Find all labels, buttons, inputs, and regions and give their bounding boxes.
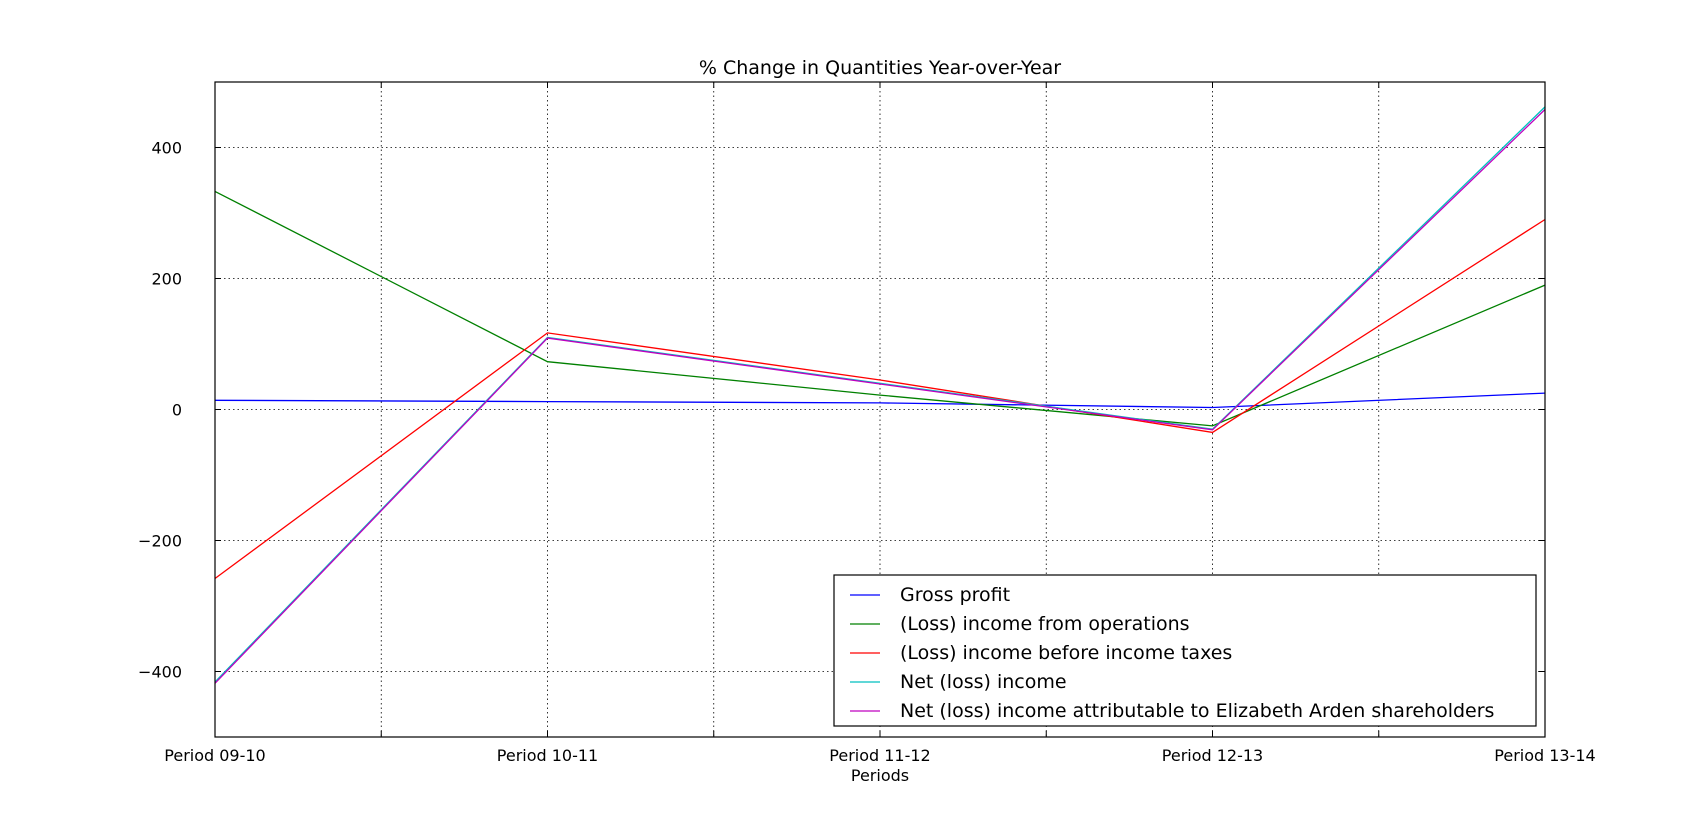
series-lines — [214, 106, 1546, 684]
series-line — [214, 190, 1546, 427]
x-tick-label: Period 11-12 — [829, 746, 930, 765]
legend-label: Net (loss) income attributable to Elizab… — [900, 700, 1494, 722]
x-axis-label: Periods — [851, 766, 909, 785]
axis-ticks: Period 09-10 Period 10-11 Period 11-12 Peri… — [138, 82, 1596, 765]
y-tick-label: 400 — [151, 139, 182, 158]
x-tick-label: Period 13-14 — [1494, 746, 1595, 765]
y-tick-label: 0 — [172, 401, 182, 420]
y-tick-label: 200 — [151, 270, 182, 289]
series-line — [214, 392, 1546, 409]
x-tick-label: Period 12-13 — [1162, 746, 1263, 765]
legend-label: (Loss) income from operations — [900, 613, 1190, 635]
y-tick-label: −400 — [138, 663, 182, 682]
x-tick-label: Period 10-11 — [497, 746, 598, 765]
series-line — [214, 218, 1546, 580]
legend-label: (Loss) income before income taxes — [900, 642, 1232, 664]
y-tick-label: −200 — [138, 532, 182, 551]
series-line — [214, 109, 1546, 684]
legend-label: Net (loss) income — [900, 671, 1067, 693]
chart-title: % Change in Quantities Year-over-Year — [699, 57, 1061, 79]
legend-frame — [833, 574, 1537, 727]
x-tick-label: Period 09-10 — [164, 746, 265, 765]
legend-label: Gross profit — [900, 584, 1010, 606]
legend-entries: Gross profit (Loss) income from operation… — [850, 584, 1494, 722]
legend: Gross profit (Loss) income from operation… — [833, 574, 1537, 727]
